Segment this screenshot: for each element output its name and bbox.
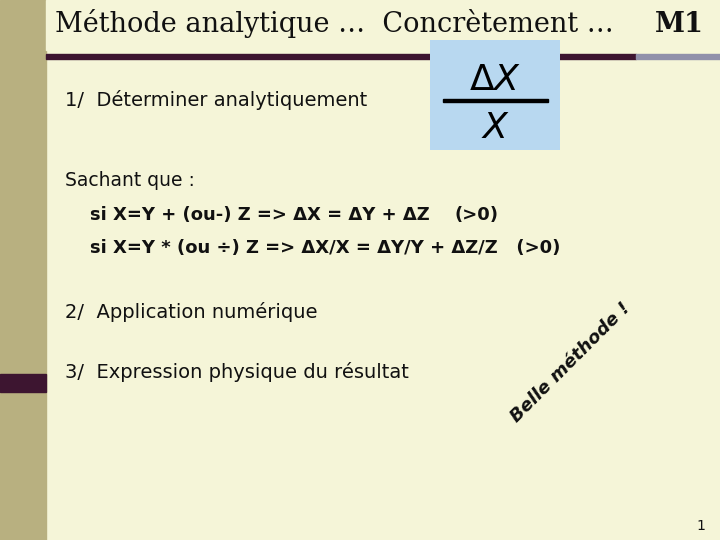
Bar: [0, 374, 46, 392]
Text: Belle méthode !: Belle méthode !: [507, 299, 634, 426]
Text: (>0): (>0): [455, 206, 499, 224]
Text: si X=Y * (ou ÷) Z => ΔX/X = ΔY/Y + ΔZ/Z   (>0): si X=Y * (ou ÷) Z => ΔX/X = ΔY/Y + ΔZ/Z …: [90, 239, 560, 257]
Text: M1: M1: [655, 10, 704, 37]
Bar: [46, 54, 636, 59]
Bar: [0, 0, 46, 540]
Text: $\Delta X$: $\Delta X$: [469, 63, 521, 97]
Text: 1: 1: [696, 519, 705, 533]
Bar: [443, 99, 548, 102]
Text: 3/  Expression physique du résultat: 3/ Expression physique du résultat: [65, 362, 409, 382]
Bar: [430, 40, 560, 150]
Text: $X$: $X$: [480, 111, 510, 145]
Text: 2/  Application numérique: 2/ Application numérique: [65, 302, 318, 322]
Bar: [636, 54, 720, 59]
Text: Sachant que :: Sachant que :: [65, 171, 195, 190]
Bar: [46, 0, 720, 50]
Text: Méthode analytique …  Concrètement …: Méthode analytique … Concrètement …: [55, 10, 613, 38]
Text: si X=Y + (ou-) Z => ΔX = ΔY + ΔZ: si X=Y + (ou-) Z => ΔX = ΔY + ΔZ: [90, 206, 430, 224]
Text: 1/  Déterminer analytiquement: 1/ Déterminer analytiquement: [65, 90, 367, 110]
